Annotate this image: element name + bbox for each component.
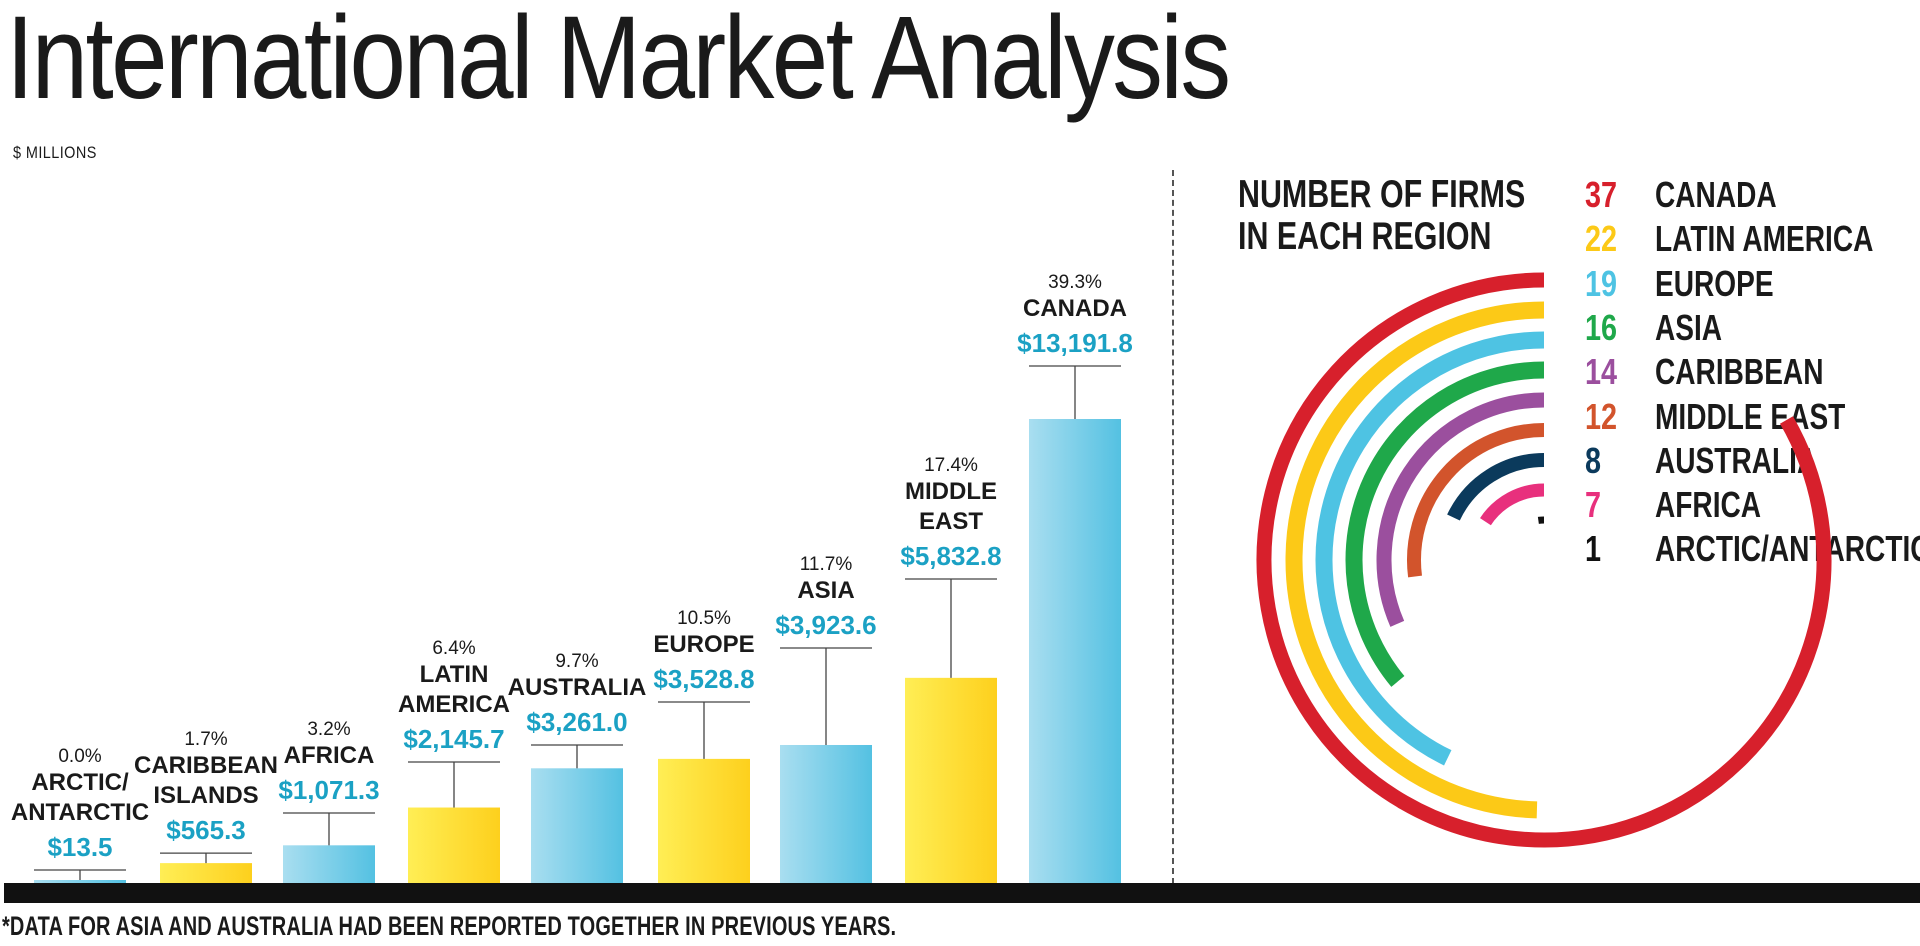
bar-category-label-7: MIDDLE	[905, 478, 997, 505]
radial-bar-1	[1285, 301, 1545, 819]
legend-region: MIDDLE EAST	[1655, 395, 1846, 437]
radial-bar-chart	[1256, 272, 1832, 848]
legend-count: 8	[1585, 439, 1602, 481]
firms-title-line-2: IN EACH REGION	[1238, 215, 1492, 258]
radial-bar-3	[1345, 361, 1545, 687]
legend-count: 12	[1585, 395, 1618, 437]
legend-region: LATIN AMERICA	[1655, 218, 1874, 260]
legend-region: CARIBBEAN	[1655, 351, 1824, 393]
bar-category-label-1: ISLANDS	[153, 782, 258, 809]
bar-0	[34, 880, 126, 883]
legend-region: AFRICA	[1655, 484, 1762, 526]
bar-8	[1029, 419, 1121, 883]
radial-bar-4	[1376, 392, 1545, 627]
radial-bar-0	[1256, 272, 1832, 848]
legend-count: 16	[1585, 306, 1618, 348]
bar-1	[160, 863, 252, 883]
bar-share-label-6: 11.7%	[800, 554, 853, 575]
bar-category-label-6: ASIA	[797, 577, 854, 604]
bar-share-label-0: 0.0%	[58, 746, 101, 767]
bar-category-label-3: LATIN	[420, 661, 489, 688]
bar-share-label-4: 9.7%	[555, 651, 598, 672]
bar-value-label-7: $5,832.8	[900, 541, 1001, 571]
bar-category-label-2: AFRICA	[284, 742, 375, 769]
legend-region: ARCTIC/ANTARCTIC	[1655, 528, 1920, 570]
bar-value-label-4: $3,261.0	[526, 707, 627, 737]
bar-value-label-6: $3,923.6	[775, 610, 876, 640]
bar-category-label-3: AMERICA	[398, 691, 510, 718]
radial-bar-5	[1407, 423, 1545, 578]
legend-count: 7	[1585, 484, 1602, 526]
section-divider	[1172, 170, 1174, 884]
radial-bar-2	[1315, 331, 1545, 766]
bar-5	[658, 758, 750, 883]
bar-category-label-0: ANTARCTIC	[11, 799, 149, 826]
bar-chart: $13.5 ANTARCTIC ARCTIC/0.0% $565.3 ISLANDS CA…	[11, 272, 1133, 883]
bar-share-label-8: 39.3%	[1048, 272, 1102, 293]
bar-4	[531, 768, 623, 883]
firms-title: NUMBER OF FIRMS IN EACH REGION	[1238, 174, 1525, 258]
bar-2	[283, 845, 375, 883]
bar-value-label-8: $13,191.8	[1017, 328, 1133, 358]
legend-count: 1	[1585, 528, 1602, 570]
bar-category-label-4: AUSTRALIA	[508, 674, 647, 701]
bar-value-label-5: $3,528.8	[653, 664, 754, 694]
legend-count: 14	[1585, 351, 1618, 393]
bar-value-label-3: $2,145.7	[403, 724, 504, 754]
bar-share-label-7: 17.4%	[924, 455, 978, 476]
bar-share-label-3: 6.4%	[432, 638, 475, 659]
bar-share-label-2: 3.2%	[307, 719, 350, 740]
page-title: International Market Analysis	[6, 0, 1231, 124]
legend-region: CANADA	[1655, 174, 1777, 215]
bar-7	[905, 677, 997, 883]
bar-category-label-5: EUROPE	[653, 631, 754, 658]
legend-region: ASIA	[1655, 306, 1723, 348]
legend-region: AUSTRALIA	[1655, 439, 1818, 481]
bar-category-label-8: CANADA	[1023, 295, 1127, 322]
radial-bar-7	[1480, 483, 1545, 526]
bar-share-label-1: 1.7%	[184, 729, 227, 750]
bar-category-label-0: ARCTIC/	[31, 769, 129, 796]
firms-title-line-1: NUMBER OF FIRMS	[1238, 173, 1526, 216]
legend-count: 37	[1585, 174, 1618, 215]
legend-count: 19	[1585, 262, 1618, 304]
bar-value-label-0: $13.5	[47, 832, 112, 862]
legend-region: EUROPE	[1655, 262, 1774, 304]
legend-count: 22	[1585, 218, 1618, 260]
bar-3	[408, 807, 500, 883]
bar-category-label-1: CARIBBEAN	[134, 752, 278, 779]
footnote: *DATA FOR ASIA AND AUSTRALIA HAD BEEN RE…	[2, 911, 897, 941]
bar-value-label-2: $1,071.3	[278, 775, 379, 805]
bar-share-label-5: 10.5%	[677, 608, 731, 629]
radial-bar-6	[1447, 453, 1545, 521]
bar-6	[780, 744, 872, 883]
bar-category-label-7: EAST	[919, 508, 983, 535]
bar-value-label-1: $565.3	[166, 815, 246, 845]
units-label: $ MILLIONS	[13, 143, 97, 162]
chart-baseline	[4, 883, 1920, 903]
